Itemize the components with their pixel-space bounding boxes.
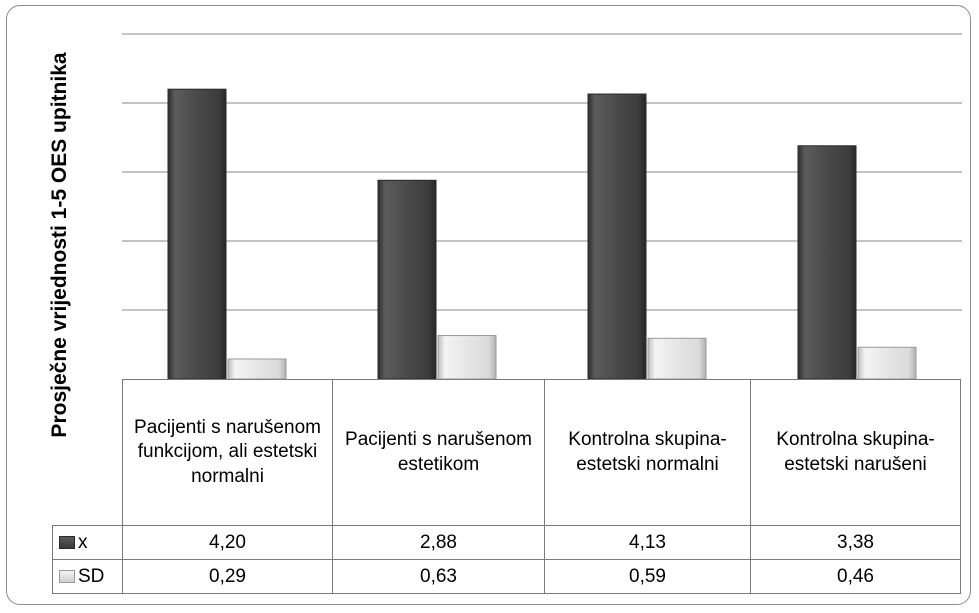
bar-x-1 [167,88,227,380]
legend-label: x [78,531,88,553]
data-label: 2,88 [332,525,545,560]
table-corner [52,379,123,526]
category-label: Pacijenti s narušenom estetikom [332,379,545,526]
legend-entry-x: x [52,525,123,560]
category-label: Pacijenti s narušenom funkcijom, ali est… [122,379,333,526]
bar-x-3 [587,93,647,380]
bar-sd-3 [647,337,707,380]
category-row: Pacijenti s narušenom funkcijom, ali est… [52,379,961,526]
data-table: Pacijenti s narušenom funkcijom, ali est… [52,379,961,594]
bar-sd-1 [227,358,287,380]
data-label: 0,59 [544,559,751,594]
legend-swatch-x [59,535,75,549]
bar-x-2 [377,179,437,380]
data-label: 3,38 [750,525,961,560]
data-label: 0,63 [332,559,545,594]
bar-sd-2 [437,335,497,380]
bar-sd-4 [857,346,917,380]
data-label: 4,13 [544,525,751,560]
data-label: 0,46 [750,559,961,594]
data-label: 0,29 [122,559,333,594]
series-row-x: x 4,20 2,88 4,13 3,38 [52,525,961,560]
legend-entry-sd: SD [52,559,123,594]
legend-swatch-sd [59,569,75,583]
category-label: Kontrolna skupina-estetski normalni [544,379,751,526]
legend-label: SD [78,565,105,587]
series-row-sd: SD 0,29 0,63 0,59 0,46 [52,559,961,594]
data-label: 4,20 [122,525,333,560]
bar-x-4 [797,145,857,380]
category-label: Kontrolna skupina-estetski narušeni [750,379,961,526]
bars [167,88,917,380]
